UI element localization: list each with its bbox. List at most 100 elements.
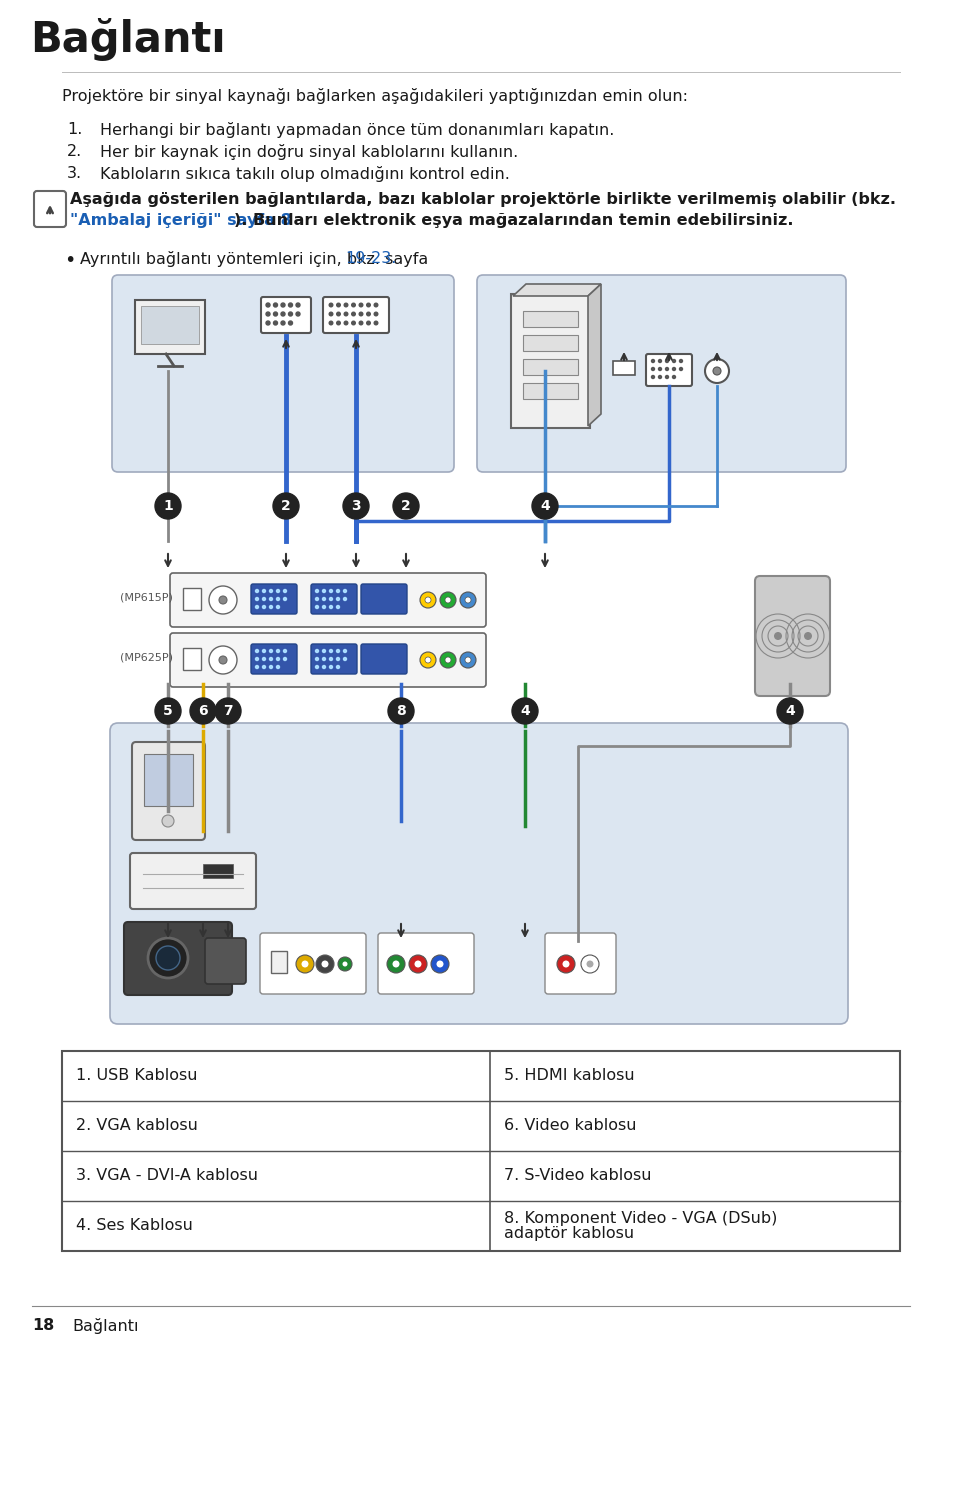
Circle shape [563, 960, 569, 968]
Circle shape [431, 956, 449, 974]
FancyBboxPatch shape [170, 573, 486, 628]
Text: 7. S-Video kablosu: 7. S-Video kablosu [504, 1169, 652, 1184]
Circle shape [673, 359, 676, 362]
Circle shape [296, 303, 300, 307]
Bar [183, 587, 201, 610]
Text: 8: 8 [396, 704, 406, 719]
Circle shape [680, 367, 683, 370]
Circle shape [289, 303, 293, 307]
Circle shape [337, 665, 340, 668]
Text: Her bir kaynak için doğru sinyal kablolarını kullanın.: Her bir kaynak için doğru sinyal kablola… [100, 145, 518, 160]
Text: 2: 2 [401, 499, 411, 513]
Circle shape [465, 658, 471, 663]
Circle shape [316, 658, 319, 661]
Text: 3: 3 [351, 499, 361, 513]
Circle shape [367, 312, 371, 316]
Circle shape [316, 605, 319, 608]
Circle shape [367, 321, 371, 325]
Bar [203, 863, 233, 878]
Circle shape [289, 321, 293, 325]
Text: 7: 7 [223, 704, 233, 719]
Text: Projektöre bir sinyal kaynağı bağlarken aşağıdakileri yaptığınızdan emin olun:: Projektöre bir sinyal kaynağı bağlarken … [62, 88, 688, 104]
Circle shape [276, 598, 279, 601]
Circle shape [209, 586, 237, 614]
Circle shape [262, 598, 266, 601]
Circle shape [329, 650, 332, 653]
Circle shape [367, 303, 371, 307]
Circle shape [581, 956, 599, 974]
Circle shape [665, 359, 668, 362]
Circle shape [316, 650, 319, 653]
Circle shape [673, 367, 676, 370]
Text: (MP615P): (MP615P) [120, 593, 173, 602]
Circle shape [445, 658, 451, 663]
Circle shape [316, 665, 319, 668]
Circle shape [344, 650, 347, 653]
Circle shape [420, 652, 436, 668]
Circle shape [460, 592, 476, 608]
Circle shape [316, 589, 319, 592]
Text: 19-23.: 19-23. [346, 250, 396, 265]
Polygon shape [513, 283, 601, 297]
Circle shape [270, 605, 273, 608]
Circle shape [301, 960, 308, 968]
Circle shape [329, 658, 332, 661]
Text: 8. Komponent Video - VGA (DSub): 8. Komponent Video - VGA (DSub) [504, 1211, 778, 1226]
Circle shape [359, 312, 363, 316]
Circle shape [337, 589, 340, 592]
Text: 3. VGA - DVI-A kablosu: 3. VGA - DVI-A kablosu [76, 1169, 258, 1184]
FancyBboxPatch shape [34, 191, 66, 227]
Circle shape [262, 589, 266, 592]
Text: 2: 2 [281, 499, 291, 513]
Circle shape [343, 962, 348, 966]
FancyBboxPatch shape [323, 297, 389, 332]
FancyBboxPatch shape [361, 644, 407, 674]
Text: adaptör kablosu: adaptör kablosu [504, 1226, 635, 1241]
Circle shape [337, 658, 340, 661]
Circle shape [316, 956, 334, 974]
Circle shape [587, 960, 593, 968]
Circle shape [296, 956, 314, 974]
Circle shape [804, 632, 812, 640]
FancyBboxPatch shape [251, 584, 297, 614]
Circle shape [296, 312, 300, 316]
Circle shape [266, 303, 270, 307]
Circle shape [270, 650, 273, 653]
Circle shape [329, 312, 333, 316]
Circle shape [512, 698, 538, 725]
Circle shape [215, 698, 241, 725]
Polygon shape [588, 283, 601, 426]
Bar [523, 383, 578, 400]
FancyBboxPatch shape [132, 743, 205, 839]
Text: 4: 4 [540, 499, 550, 513]
Circle shape [329, 321, 333, 325]
Circle shape [274, 321, 277, 325]
Text: 1: 1 [163, 499, 173, 513]
Text: 4: 4 [520, 704, 530, 719]
Circle shape [344, 589, 347, 592]
Circle shape [276, 658, 279, 661]
Circle shape [283, 589, 286, 592]
Circle shape [351, 312, 355, 316]
Circle shape [337, 605, 340, 608]
FancyBboxPatch shape [170, 634, 486, 687]
Circle shape [255, 598, 258, 601]
Circle shape [460, 652, 476, 668]
Circle shape [155, 698, 181, 725]
Bar [144, 754, 193, 807]
Text: 18: 18 [32, 1318, 55, 1333]
Circle shape [209, 646, 237, 674]
Circle shape [409, 956, 427, 974]
Text: 2.: 2. [67, 145, 83, 160]
Text: 1. USB Kablosu: 1. USB Kablosu [76, 1069, 198, 1084]
Circle shape [652, 359, 655, 362]
Text: 4. Ses Kablosu: 4. Ses Kablosu [76, 1218, 193, 1233]
Circle shape [270, 598, 273, 601]
Circle shape [316, 598, 319, 601]
Circle shape [219, 656, 227, 663]
Circle shape [777, 698, 803, 725]
Circle shape [148, 938, 188, 978]
FancyBboxPatch shape [130, 853, 256, 910]
FancyBboxPatch shape [124, 921, 232, 994]
Circle shape [155, 494, 181, 519]
